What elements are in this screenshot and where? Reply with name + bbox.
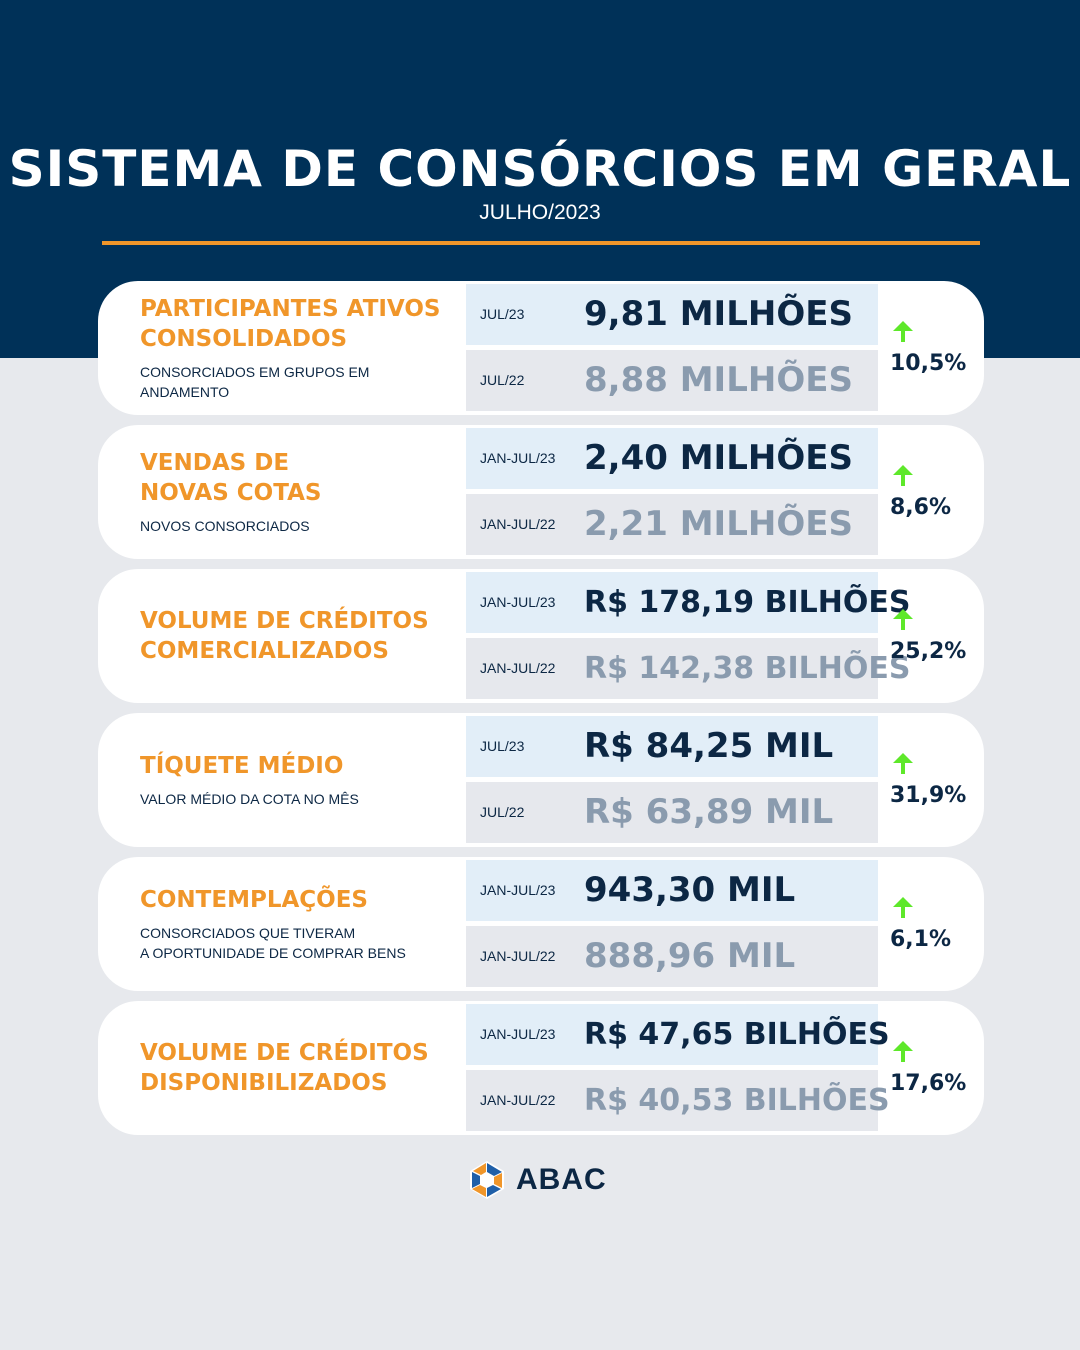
previous-period: JAN-JUL/22 xyxy=(480,660,556,676)
arrow-up-icon xyxy=(893,465,913,486)
stat-label: PARTICIPANTES ATIVOS CONSOLIDADOS CONSOR… xyxy=(140,281,460,415)
page-subtitle: JULHO/2023 xyxy=(479,201,601,224)
previous-value: R$ 40,53 BILHÕES xyxy=(584,1083,890,1118)
arrow-up-icon xyxy=(893,609,913,630)
previous-period: JAN-JUL/22 xyxy=(480,948,556,964)
current-value: R$ 84,25 MIL xyxy=(584,726,834,766)
previous-period: JAN-JUL/22 xyxy=(480,516,556,532)
stat-label: VOLUME DE CRÉDITOS COMERCIALIZADOS xyxy=(140,569,460,703)
change-percent: 31,9% xyxy=(890,783,967,808)
abac-logo-icon xyxy=(470,1161,504,1199)
change-percent: 6,1% xyxy=(890,927,952,952)
previous-value: R$ 63,89 MIL xyxy=(584,792,834,832)
abac-logo-text: ABAC xyxy=(516,1163,607,1196)
page-title: SISTEMA DE CONSÓRCIOS EM GERAL xyxy=(8,140,1072,198)
stat-label: CONTEMPLAÇÕES CONSORCIADOS QUE TIVERAM A… xyxy=(140,857,460,991)
stat-subtitle: NOVOS CONSORCIADOS xyxy=(140,518,310,534)
current-value-row: JAN-JUL/23 R$ 178,19 BILHÕES xyxy=(466,572,910,633)
previous-period: JUL/22 xyxy=(480,804,525,820)
stat-card-creditos-disponibilizados: VOLUME DE CRÉDITOS DISPONIBILIZADOS JAN-… xyxy=(98,1001,984,1135)
stat-title: CONTEMPLAÇÕES xyxy=(140,887,368,913)
current-period: JAN-JUL/23 xyxy=(480,882,556,898)
stat-card-participantes: PARTICIPANTES ATIVOS CONSOLIDADOS CONSOR… xyxy=(98,281,984,415)
stat-card-vendas: VENDAS DE NOVAS COTAS NOVOS CONSORCIADOS… xyxy=(98,425,984,559)
stat-card-tiquete-medio: TÍQUETE MÉDIO VALOR MÉDIO DA COTA NO MÊS… xyxy=(98,713,984,847)
current-value: 9,81 MILHÕES xyxy=(584,294,853,334)
previous-period: JAN-JUL/22 xyxy=(480,1092,556,1108)
previous-period: JUL/22 xyxy=(480,372,525,388)
stat-card-contemplacoes: CONTEMPLAÇÕES CONSORCIADOS QUE TIVERAM A… xyxy=(98,857,984,991)
abac-logo: ABAC xyxy=(466,1158,607,1202)
current-value-row: JAN-JUL/23 R$ 47,65 BILHÕES xyxy=(466,1004,890,1065)
stat-title: VOLUME DE CRÉDITOS COMERCIALIZADOS xyxy=(140,608,429,664)
stat-label: VENDAS DE NOVAS COTAS NOVOS CONSORCIADOS xyxy=(140,425,460,559)
previous-value: 8,88 MILHÕES xyxy=(584,360,853,400)
previous-value-row: JAN-JUL/22 2,21 MILHÕES xyxy=(466,494,878,555)
current-value-row: JUL/23 9,81 MILHÕES xyxy=(466,284,878,345)
stat-title: PARTICIPANTES ATIVOS CONSOLIDADOS xyxy=(140,296,441,352)
current-period: JUL/23 xyxy=(480,738,525,754)
stat-subtitle: VALOR MÉDIO DA COTA NO MÊS xyxy=(140,791,359,807)
previous-value-row: JAN-JUL/22 888,96 MIL xyxy=(466,926,878,987)
stat-title: VENDAS DE NOVAS COTAS xyxy=(140,450,322,506)
stat-label: TÍQUETE MÉDIO VALOR MÉDIO DA COTA NO MÊS xyxy=(140,713,460,847)
arrow-up-icon xyxy=(893,321,913,342)
current-value-row: JUL/23 R$ 84,25 MIL xyxy=(466,716,878,777)
previous-value: 888,96 MIL xyxy=(584,936,796,976)
previous-value: 2,21 MILHÕES xyxy=(584,504,853,544)
stat-subtitle: CONSORCIADOS QUE TIVERAM A OPORTUNIDADE … xyxy=(140,925,406,961)
stat-card-creditos-comercializados: VOLUME DE CRÉDITOS COMERCIALIZADOS JAN-J… xyxy=(98,569,984,703)
current-value: 943,30 MIL xyxy=(584,870,796,910)
previous-value-row: JAN-JUL/22 R$ 142,38 BILHÕES xyxy=(466,638,910,699)
previous-value-row: JUL/22 R$ 63,89 MIL xyxy=(466,782,878,843)
current-value-row: JAN-JUL/23 943,30 MIL xyxy=(466,860,878,921)
header-divider xyxy=(102,241,980,245)
current-value: R$ 47,65 BILHÕES xyxy=(584,1017,890,1052)
current-period: JAN-JUL/23 xyxy=(480,594,556,610)
current-period: JUL/23 xyxy=(480,306,525,322)
stat-title: TÍQUETE MÉDIO xyxy=(140,753,344,779)
stat-label: VOLUME DE CRÉDITOS DISPONIBILIZADOS xyxy=(140,1001,460,1135)
arrow-up-icon xyxy=(893,1041,913,1062)
arrow-up-icon xyxy=(893,753,913,774)
previous-value-row: JUL/22 8,88 MILHÕES xyxy=(466,350,878,411)
current-period: JAN-JUL/23 xyxy=(480,1026,556,1042)
current-value-row: JAN-JUL/23 2,40 MILHÕES xyxy=(466,428,878,489)
arrow-up-icon xyxy=(893,897,913,918)
change-percent: 17,6% xyxy=(890,1071,967,1096)
current-value: R$ 178,19 BILHÕES xyxy=(584,585,911,620)
change-percent: 10,5% xyxy=(890,351,967,376)
change-percent: 8,6% xyxy=(890,495,952,520)
previous-value: R$ 142,38 BILHÕES xyxy=(584,651,911,686)
current-value: 2,40 MILHÕES xyxy=(584,438,853,478)
current-period: JAN-JUL/23 xyxy=(480,450,556,466)
change-percent: 25,2% xyxy=(890,639,967,664)
previous-value-row: JAN-JUL/22 R$ 40,53 BILHÕES xyxy=(466,1070,890,1131)
stat-title: VOLUME DE CRÉDITOS DISPONIBILIZADOS xyxy=(140,1040,429,1096)
stat-subtitle: CONSORCIADOS EM GRUPOS EM ANDAMENTO xyxy=(140,364,370,400)
